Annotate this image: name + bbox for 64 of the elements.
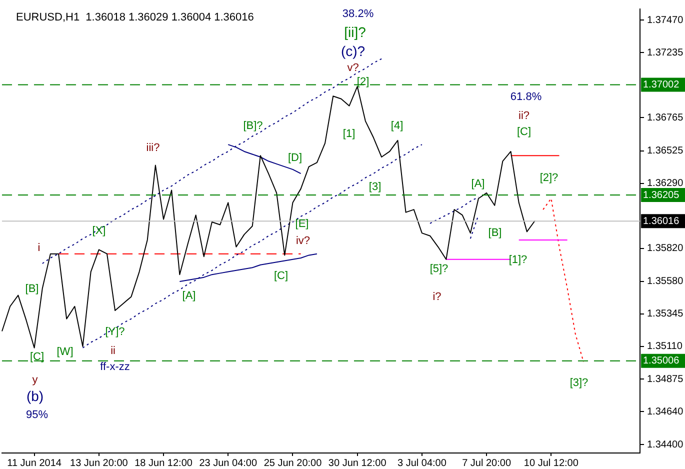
annotation: ii?: [518, 110, 530, 122]
annotation: [E]: [295, 218, 309, 230]
x-tick-label: 30 Jun 12:00: [328, 458, 387, 469]
annotation: [3]: [368, 181, 382, 194]
annotation: [C]: [274, 270, 288, 282]
line-series: [430, 196, 479, 224]
x-tick-label: 25 Jun 20:00: [264, 458, 322, 469]
annotation: [C]: [516, 126, 532, 138]
chart-title: EURUSD,H1 1.36018 1.36029 1.36004 1.36016: [16, 12, 254, 24]
x-tick-label: 3 Jul 04:00: [397, 458, 447, 469]
annotation: [3]?: [570, 377, 588, 390]
y-tick-label: 1.37235: [647, 47, 684, 58]
x-tick-label: 11 Jun 2014: [7, 458, 62, 469]
annotation: [5]?: [430, 263, 448, 276]
annotation: i?: [432, 291, 442, 304]
annotation: [1]: [342, 128, 356, 140]
y-tick-label: 1.36525: [647, 146, 684, 157]
annotation: [ii]?: [344, 24, 366, 40]
y-tick-label: 1.36765: [647, 112, 684, 124]
annotation: [D]: [288, 152, 302, 164]
line-series: [42, 58, 382, 264]
annotation: [B]: [25, 283, 39, 296]
annotation: ff-x-zz: [100, 361, 130, 374]
x-tick-label: 13 Jun 20:00: [70, 458, 128, 469]
y-tick-label: 1.35820: [647, 243, 684, 254]
ref-line-label: 1.36016: [643, 216, 680, 227]
x-tick-label: 7 Jul 20:00: [462, 458, 512, 469]
line-series: [542, 198, 584, 362]
ref-line-label: 1.37002: [643, 80, 680, 91]
annotation: 61.8%: [510, 91, 542, 104]
annotation: ii: [110, 345, 116, 358]
x-tick-label: 10 Jul 12:00: [524, 458, 579, 469]
annotation: [W]: [56, 346, 74, 358]
y-tick-label: 1.34640: [647, 406, 684, 418]
annotation: v?: [347, 62, 359, 74]
ref-line-label: 1.35006: [643, 356, 680, 367]
annotation: 38.2%: [342, 8, 374, 20]
x-tick-label: 18 Jun 12:00: [134, 458, 193, 469]
annotation: 95%: [26, 409, 48, 422]
x-tick-label: 23 Jun 04:00: [199, 458, 258, 469]
annotation: [2]?: [540, 172, 558, 184]
y-tick-label: 1.35345: [647, 308, 684, 320]
annotation: [Y]?: [105, 326, 125, 338]
annotation: [4]: [390, 120, 404, 132]
annotation: (b): [26, 388, 44, 404]
annotation: [A]: [182, 290, 196, 302]
y-tick-label: 1.34875: [647, 374, 684, 385]
annotation: [B]: [488, 227, 502, 240]
y-tick-label: 1.36290: [647, 178, 684, 190]
annotation: [X]: [92, 225, 106, 238]
annotation: iii?: [146, 142, 160, 154]
annotation: y: [32, 374, 38, 386]
y-tick-label: 1.35110: [647, 341, 683, 352]
ref-line-label: 1.36205: [643, 190, 680, 201]
annotation: i: [38, 242, 40, 254]
annotation: iv?: [296, 235, 310, 248]
y-tick-label: 1.34400: [647, 439, 684, 450]
annotation: [C]: [30, 351, 44, 364]
y-tick-label: 1.35580: [647, 276, 684, 288]
annotation: [1]?: [508, 254, 528, 266]
annotation: [A]: [471, 178, 485, 190]
y-tick-label: 1.37470: [647, 14, 684, 26]
annotation: [B]?: [243, 120, 263, 132]
annotation: (c)?: [340, 42, 366, 59]
